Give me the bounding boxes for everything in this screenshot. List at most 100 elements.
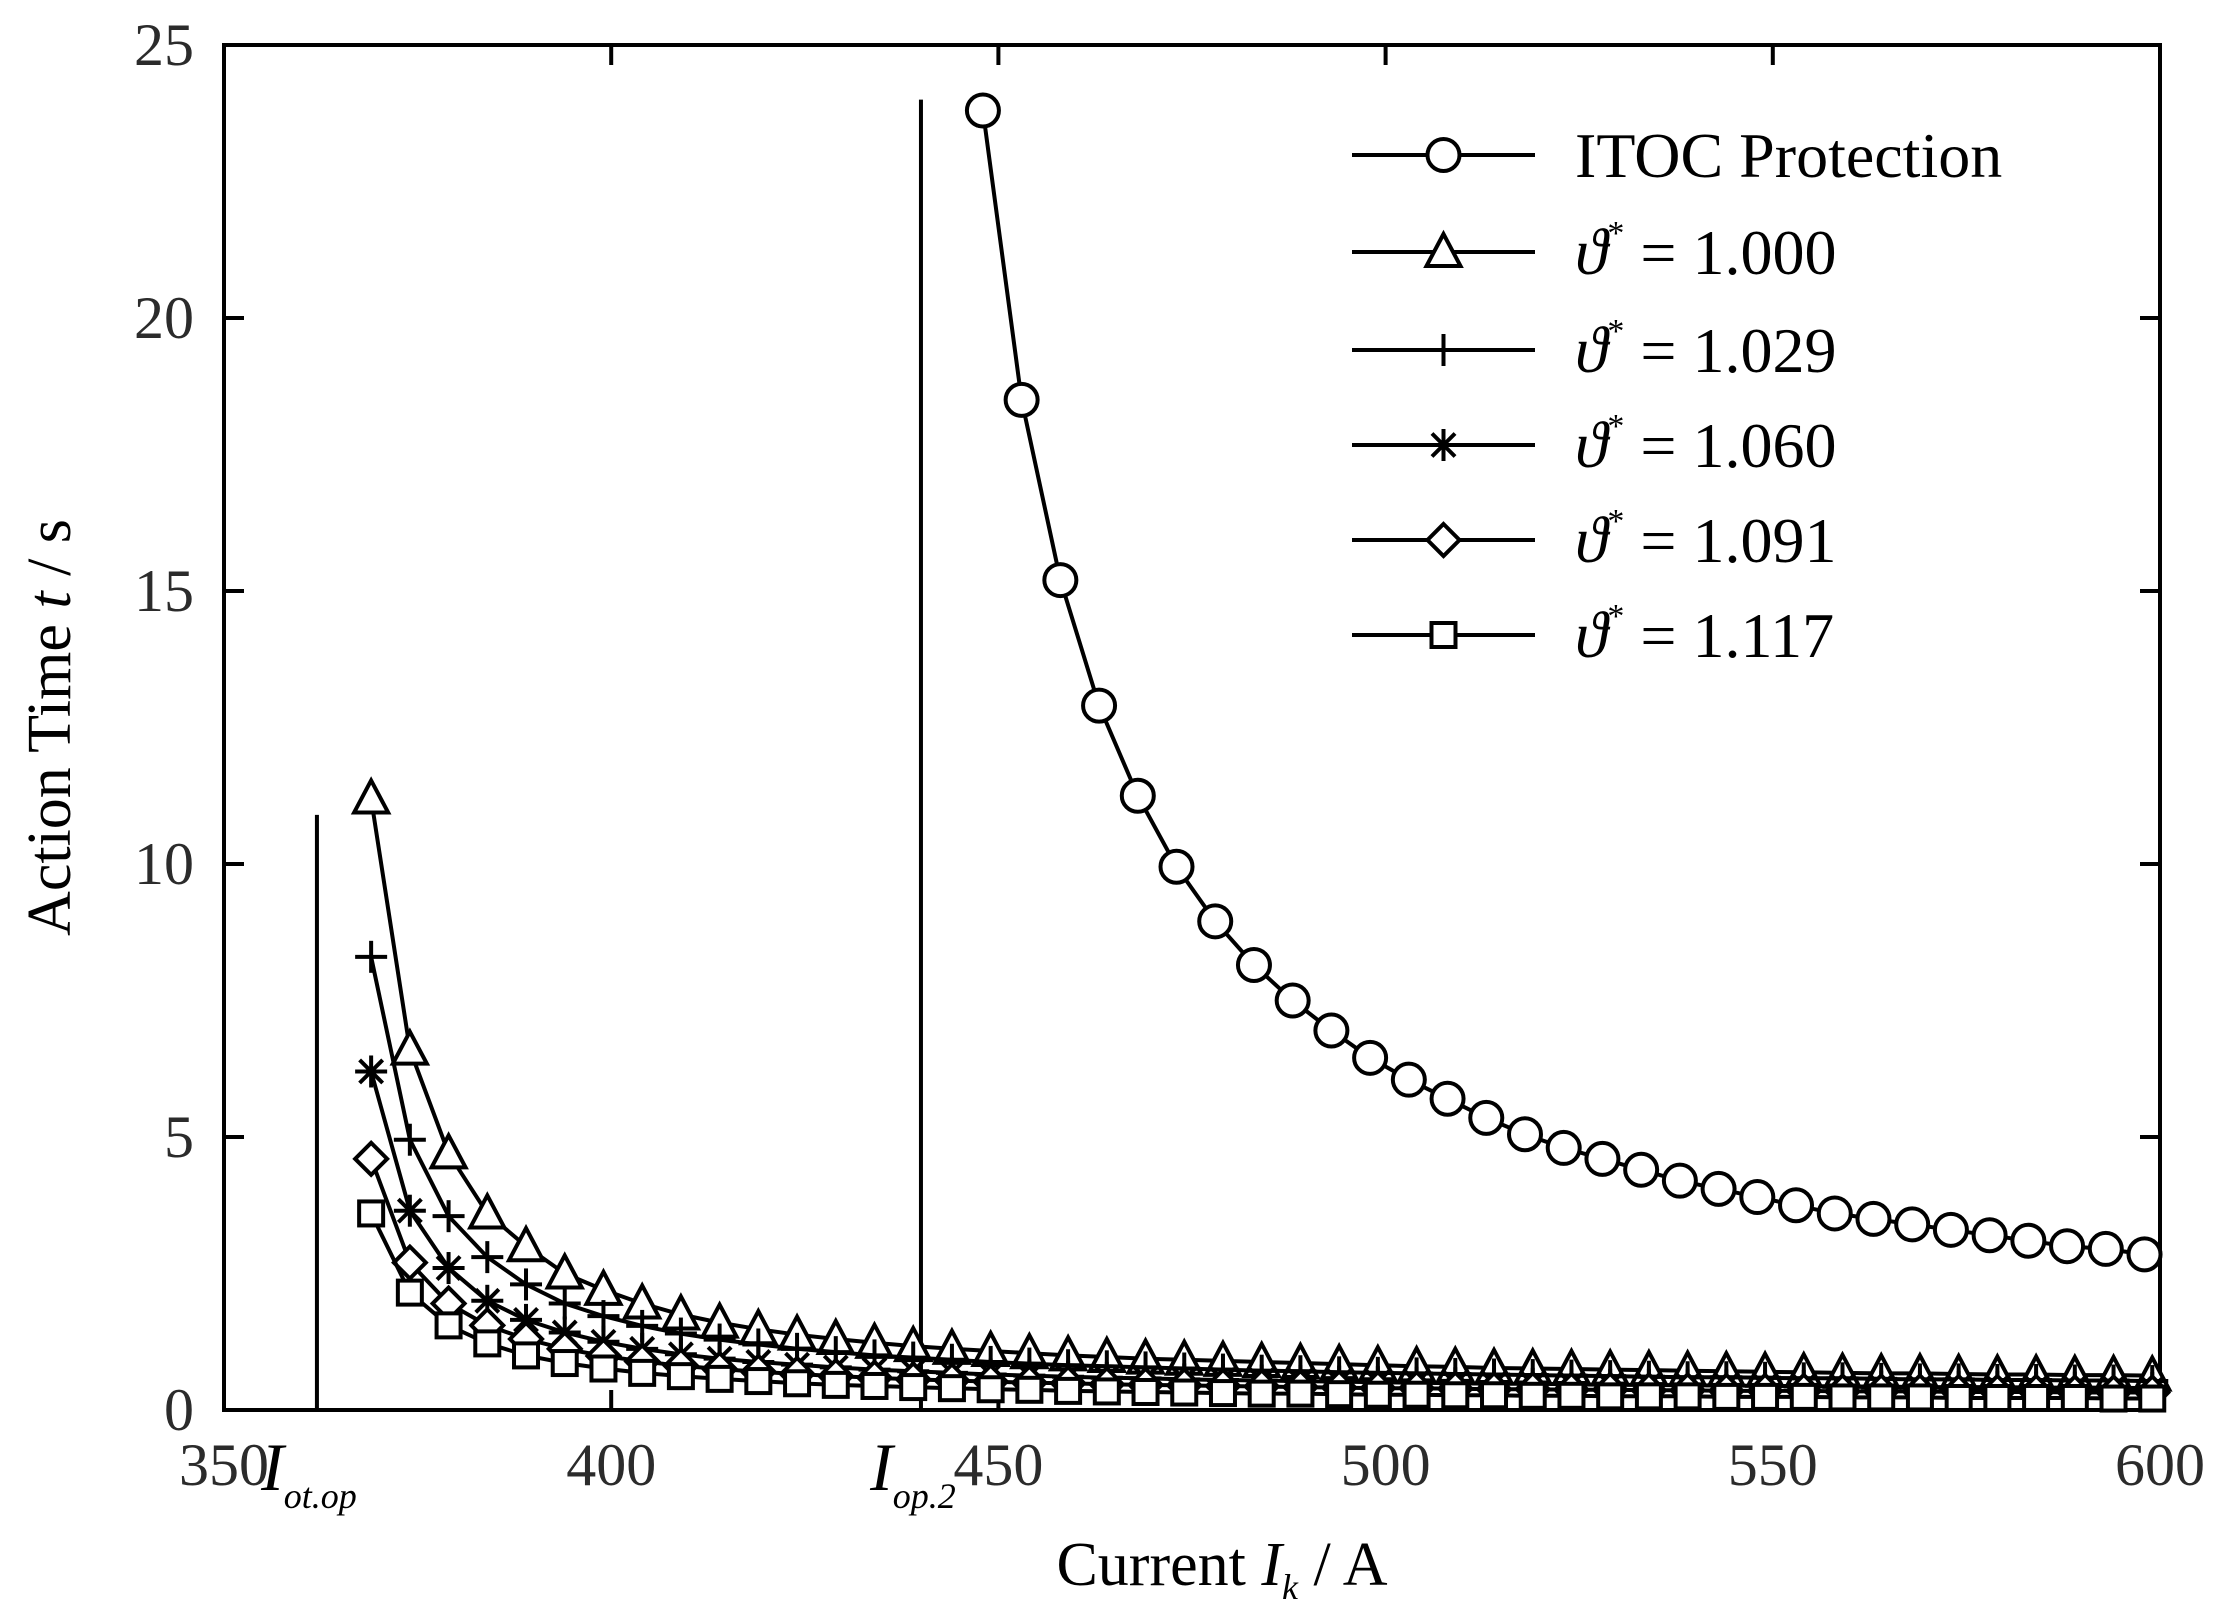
x-axis-title: Current Ik / A <box>1056 1531 1387 1607</box>
plus-marker <box>1427 334 1460 366</box>
square-marker <box>1634 1382 1663 1411</box>
circle-marker <box>1778 1187 1815 1224</box>
square-marker <box>744 1367 773 1396</box>
square-marker <box>1170 1378 1199 1407</box>
legend-entry: ITOC Protection <box>1352 120 2002 191</box>
plus-marker <box>355 940 388 973</box>
square-marker <box>550 1349 579 1378</box>
x-tick-label: 400 <box>566 1432 656 1498</box>
reference-line-label: Iot.op <box>260 1429 357 1516</box>
square-marker <box>395 1278 424 1307</box>
square-marker <box>473 1329 502 1358</box>
square-marker <box>589 1354 618 1383</box>
square-marker <box>1673 1382 1702 1411</box>
square-marker <box>1480 1381 1509 1410</box>
x-tick-label: 450 <box>953 1432 1043 1498</box>
square-marker <box>1092 1377 1121 1406</box>
square-marker <box>1518 1381 1547 1410</box>
triangle-marker <box>1423 229 1464 268</box>
legend-label: ϑ* = 1.060 <box>1575 408 1836 482</box>
square-marker <box>1944 1383 1973 1412</box>
square-marker <box>783 1369 812 1398</box>
circle-marker <box>1816 1195 1853 1232</box>
square-marker <box>821 1370 850 1399</box>
square-marker <box>1286 1379 1315 1408</box>
square-marker <box>1325 1380 1354 1409</box>
y-tick-label: 15 <box>134 558 194 624</box>
square-marker <box>860 1371 889 1400</box>
triangle-marker <box>466 1191 508 1230</box>
square-marker <box>1402 1380 1431 1409</box>
circle-marker <box>964 92 1001 129</box>
circle-marker <box>1584 1140 1621 1177</box>
square-marker <box>1712 1382 1741 1411</box>
square-marker <box>1441 1381 1470 1410</box>
circle-marker <box>1932 1211 1969 1248</box>
circle-marker <box>1468 1099 1505 1136</box>
plus-marker <box>432 1200 465 1233</box>
plus-marker <box>548 1287 581 1320</box>
circle-marker <box>1425 137 1462 173</box>
square-marker <box>1905 1383 1934 1412</box>
square-marker <box>1208 1379 1237 1408</box>
legend-entry: ϑ* = 1.091 <box>1352 503 1836 577</box>
diamond-marker <box>352 1140 390 1178</box>
legend-entry: ϑ* = 1.117 <box>1352 598 1834 672</box>
asterisk-marker <box>355 1055 388 1088</box>
plus-marker <box>510 1268 543 1301</box>
plus-marker <box>471 1241 504 1274</box>
circle-marker <box>2126 1236 2163 1273</box>
triangle-marker <box>505 1223 547 1263</box>
circle-marker <box>1894 1206 1931 1243</box>
square-marker <box>1131 1377 1160 1406</box>
square-marker <box>434 1311 463 1340</box>
legend-label: ϑ* = 1.000 <box>1575 215 1836 289</box>
square-marker <box>1596 1382 1625 1411</box>
y-tick-label: 5 <box>164 1104 194 1170</box>
square-marker <box>705 1364 734 1393</box>
plot-frame <box>222 43 2162 1412</box>
asterisk-marker <box>1427 429 1460 461</box>
asterisk-marker <box>393 1194 426 1227</box>
square-marker <box>899 1373 928 1402</box>
triangle-marker <box>350 776 392 815</box>
legend-entry: ϑ* = 1.029 <box>1352 313 1836 387</box>
series-square <box>357 1199 2167 1413</box>
series-plus <box>355 940 2169 1398</box>
circle-marker <box>1739 1179 1776 1216</box>
square-marker <box>1363 1380 1392 1409</box>
circle-marker <box>1003 381 1040 418</box>
circle-marker <box>1274 982 1311 1019</box>
circle-marker <box>1081 687 1118 724</box>
square-marker <box>2022 1383 2051 1412</box>
y-tick-label: 10 <box>134 831 194 897</box>
y-tick-label: 0 <box>164 1377 194 1443</box>
legend-label: ϑ* = 1.117 <box>1575 598 1834 672</box>
circle-marker <box>1506 1116 1543 1153</box>
square-marker <box>2099 1384 2128 1413</box>
circle-marker <box>1158 848 1195 885</box>
legend-entry: ϑ* = 1.000 <box>1352 215 1836 289</box>
y-axis-title: Action Time t / s <box>16 519 84 936</box>
circle-marker <box>1197 903 1234 940</box>
label-layer: Current Ik / A Action Time t / s Iot.op Iop… <box>16 519 1388 1607</box>
legend-label: ϑ* = 1.091 <box>1575 503 1836 577</box>
triangle-marker <box>428 1131 469 1170</box>
circle-marker <box>1042 562 1079 599</box>
asterisk-marker <box>432 1252 465 1285</box>
legend-label: ϑ* = 1.029 <box>1575 313 1836 387</box>
circle-marker <box>1971 1217 2008 1254</box>
square-marker <box>357 1199 386 1228</box>
circle-marker <box>1119 777 1156 814</box>
square-marker <box>2138 1384 2167 1413</box>
circle-marker <box>1545 1129 1582 1166</box>
triangle-marker <box>544 1251 586 1290</box>
plus-marker <box>393 1123 426 1156</box>
square-marker <box>628 1358 657 1387</box>
triangle-marker <box>583 1267 624 1306</box>
circle-marker <box>1429 1080 1466 1117</box>
circle-marker <box>1661 1162 1698 1199</box>
x-tick-label: 500 <box>1341 1432 1431 1498</box>
series-diamond <box>352 1140 2172 1412</box>
